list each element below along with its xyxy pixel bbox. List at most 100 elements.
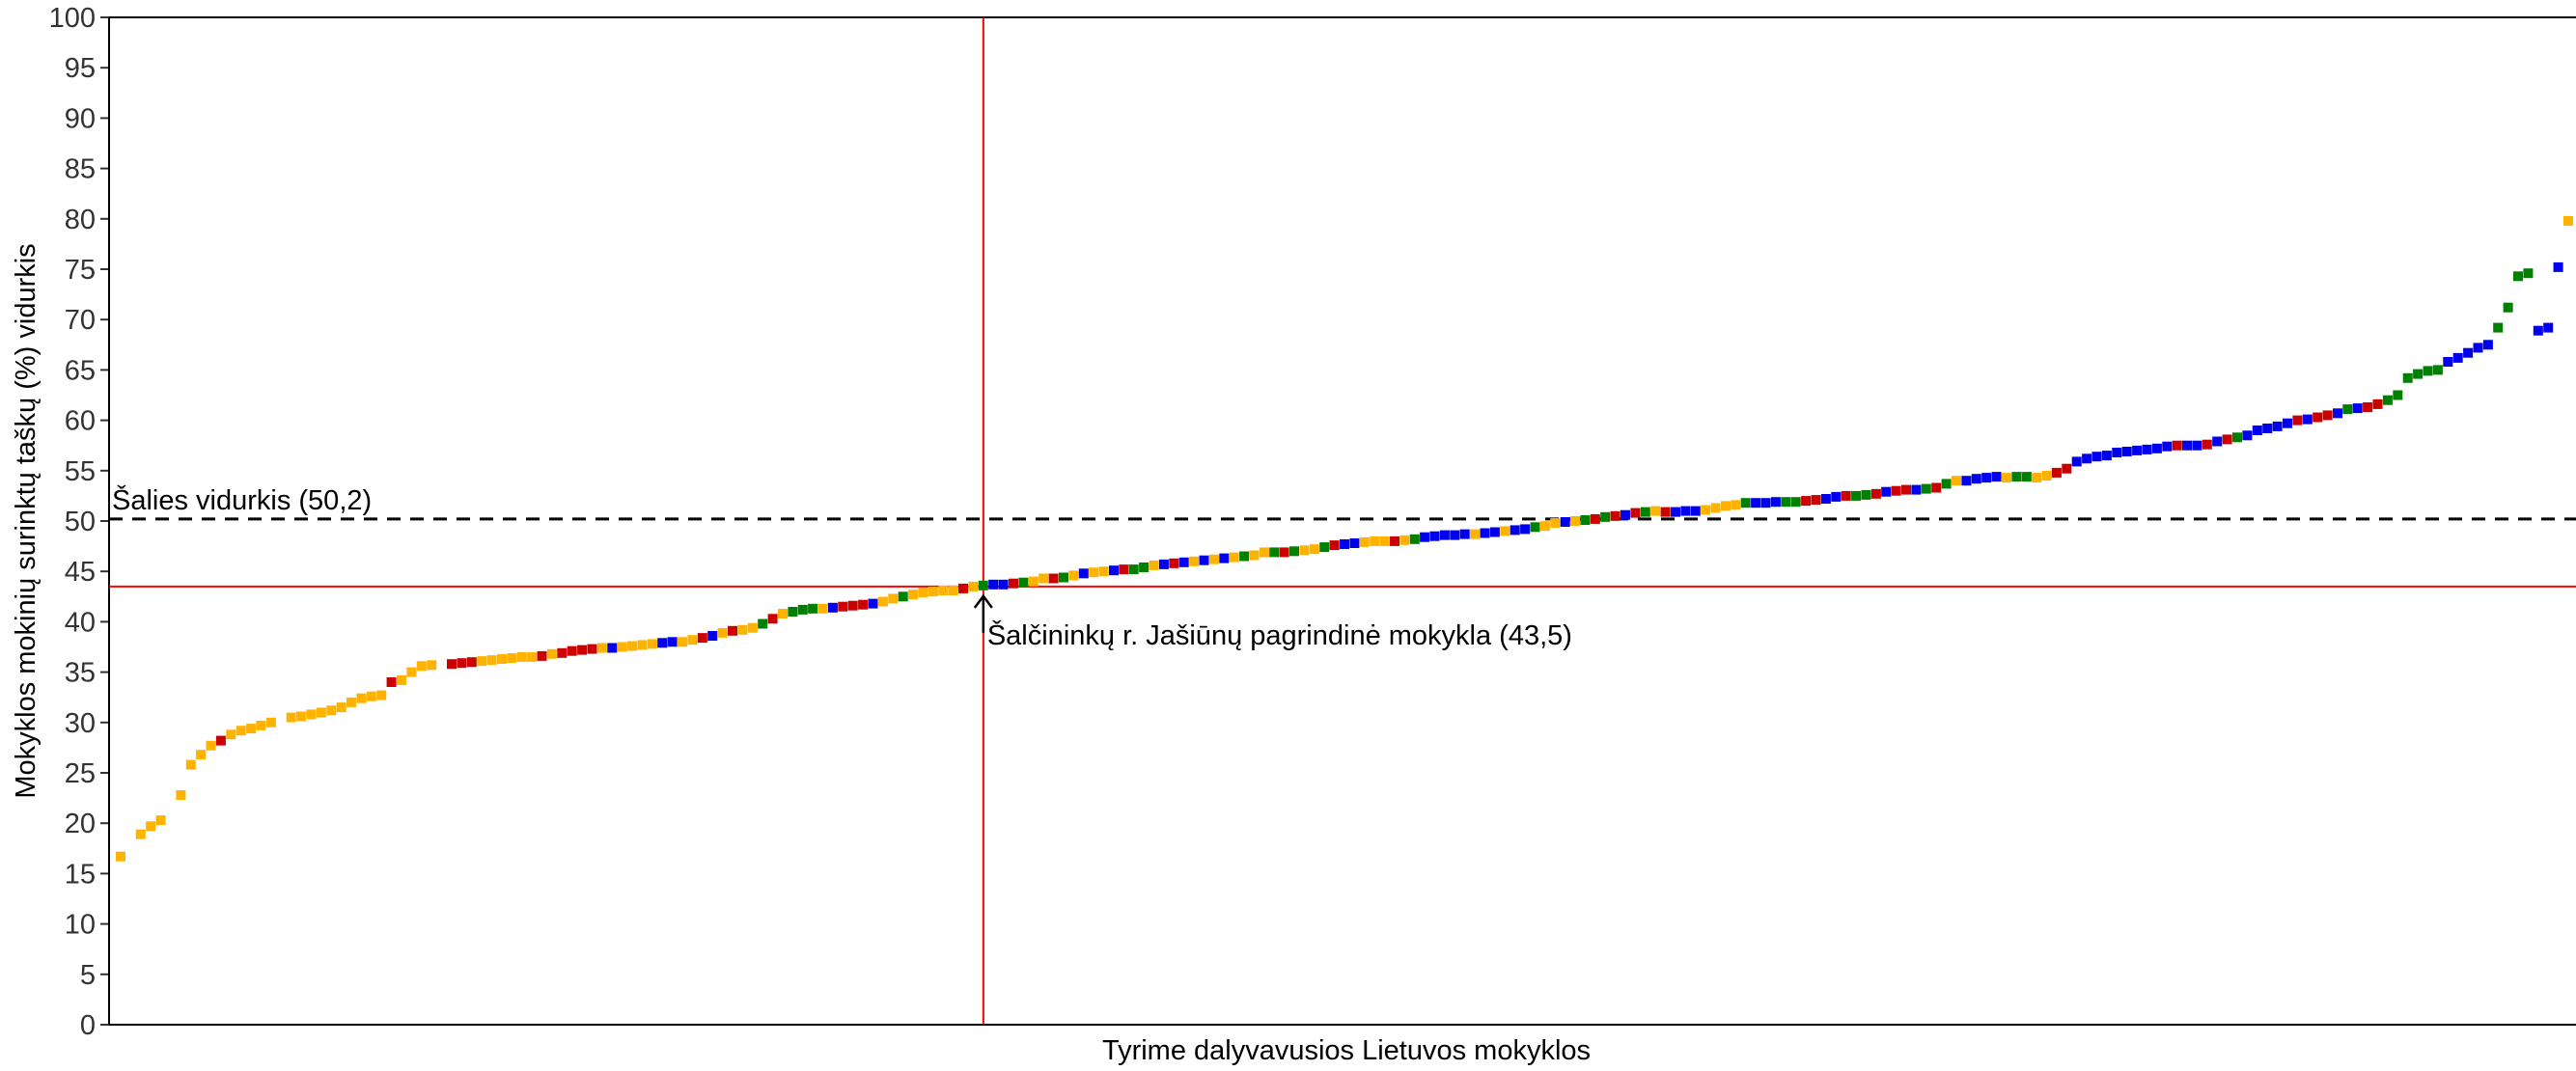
school-point (1329, 540, 1340, 551)
school-point (537, 650, 547, 661)
school-point (256, 720, 266, 730)
school-point (2182, 440, 2192, 451)
school-point (2322, 410, 2333, 421)
school-point (1219, 553, 1230, 563)
school-point (767, 614, 778, 624)
school-point (1851, 490, 1862, 501)
school-point (546, 648, 557, 659)
school-point (1539, 521, 1550, 532)
school-point (1861, 489, 1871, 500)
school-point (1841, 490, 1851, 501)
school-point (246, 724, 257, 734)
school-point (2523, 268, 2534, 279)
school-point (2363, 402, 2373, 412)
y-tick-label: 0 (80, 1010, 96, 1041)
school-point (2021, 472, 2032, 482)
school-point (1208, 554, 1219, 564)
school-point (2553, 261, 2563, 272)
school-point (2302, 414, 2313, 425)
school-point (2142, 444, 2152, 454)
school-point (1059, 572, 1068, 583)
y-tick-label: 50 (65, 507, 96, 537)
school-point (1931, 482, 1942, 493)
school-point (1489, 527, 1500, 537)
school-point (2112, 448, 2122, 457)
y-tick-label: 10 (65, 910, 96, 941)
school-point (155, 815, 166, 826)
school-point (1459, 529, 1470, 539)
school-point (1089, 567, 1099, 578)
school-point (1660, 507, 1671, 517)
y-tick-label: 90 (65, 103, 96, 134)
school-point (1881, 486, 1892, 497)
school-point (477, 656, 487, 667)
school-point (2051, 467, 2062, 478)
school-point (1139, 563, 1150, 572)
school-point (1640, 507, 1650, 517)
y-tick-label: 85 (65, 154, 96, 185)
school-point (1018, 577, 1029, 588)
school-point (1409, 534, 1420, 544)
school-point (587, 644, 597, 654)
school-point (2262, 424, 2273, 433)
school-point (316, 707, 326, 718)
y-tick-label: 40 (65, 607, 96, 638)
school-point (577, 645, 588, 655)
school-point (1952, 476, 1961, 486)
school-point (2382, 395, 2393, 405)
school-point (1470, 529, 1481, 539)
y-tick-label: 5 (80, 960, 96, 991)
school-point (2121, 447, 2132, 456)
school-point (1269, 547, 1280, 558)
school-point (447, 659, 457, 670)
school-point (667, 637, 678, 647)
school-point (1801, 496, 1812, 507)
school-point (968, 581, 979, 591)
school-point (1510, 525, 1520, 536)
school-point (2463, 347, 2474, 358)
school-point (376, 690, 387, 700)
school-point (516, 651, 527, 662)
school-point (747, 622, 758, 633)
school-point (2232, 432, 2242, 443)
school-point (2533, 325, 2543, 336)
school-point (808, 603, 818, 614)
school-point (215, 735, 226, 746)
school-point (1259, 547, 1269, 558)
school-point (1239, 551, 1250, 562)
school-point (2162, 441, 2173, 452)
school-point (1109, 565, 1119, 576)
school-point (457, 658, 467, 669)
school-point (2372, 398, 2383, 409)
school-point (1701, 505, 1711, 515)
school-point (2151, 443, 2162, 453)
school-point (1028, 576, 1039, 587)
school-point (877, 596, 888, 607)
school-point (788, 607, 798, 617)
y-axis-title: Mokyklos mokinių surinktų taškų (%) vidu… (11, 243, 42, 798)
school-point (2242, 430, 2253, 441)
school-point (1500, 526, 1510, 536)
school-point (1520, 524, 1531, 535)
school-point (847, 600, 858, 611)
school-point (226, 729, 236, 740)
school-point (296, 711, 307, 722)
school-point (1158, 559, 1169, 569)
school-point (1680, 506, 1691, 516)
school-point (336, 702, 346, 713)
school-point (306, 709, 317, 720)
school-point (596, 643, 607, 653)
school-point (2002, 473, 2011, 483)
school-point (567, 645, 577, 656)
school-point (1710, 503, 1721, 513)
school-point (2091, 452, 2102, 462)
school-point (1820, 494, 1831, 504)
school-point (1901, 484, 1911, 495)
school-point (2313, 412, 2323, 423)
school-point (797, 604, 808, 615)
y-axis-ticks: 0 5 10 15 20 25 30 35 40 45 50 55 60 65 70 75 80 85 90 95 10… (49, 3, 109, 1041)
school-point (2192, 440, 2202, 451)
school-point (206, 740, 216, 751)
y-tick-label: 75 (65, 255, 96, 286)
school-point (1178, 557, 1189, 567)
